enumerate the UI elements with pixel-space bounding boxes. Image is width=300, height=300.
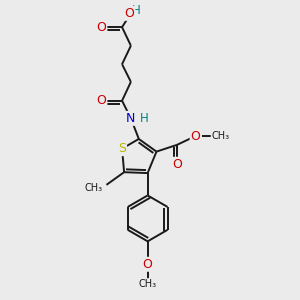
Text: CH₃: CH₃	[139, 279, 157, 289]
Text: O: O	[143, 258, 153, 271]
Text: O: O	[191, 130, 200, 142]
Text: O: O	[97, 21, 106, 34]
Text: N: N	[126, 112, 136, 125]
Text: CH₃: CH₃	[85, 183, 103, 194]
Text: H: H	[140, 112, 149, 125]
Text: CH₃: CH₃	[212, 131, 230, 141]
Text: O: O	[97, 94, 106, 107]
Text: H: H	[132, 4, 140, 17]
Text: O: O	[124, 7, 134, 20]
Text: O: O	[172, 158, 182, 171]
Text: S: S	[118, 142, 126, 155]
